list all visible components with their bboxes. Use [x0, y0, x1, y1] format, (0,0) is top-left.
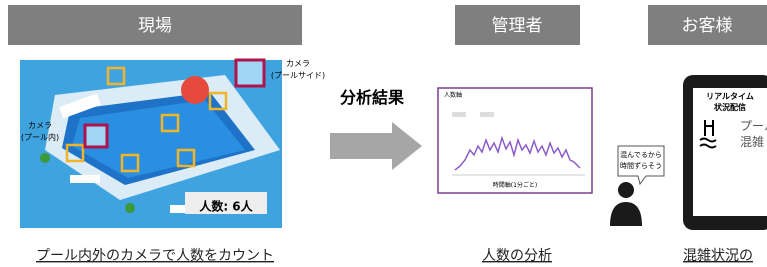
chart-control: [452, 112, 466, 117]
diagram: 現場 管理者 お客様 カメラ (プールサイド) カメラ (プール内) 人数: 6…: [0, 0, 767, 267]
tablet-title: リアルタイム: [706, 91, 754, 101]
camera-label: カメラ: [28, 121, 52, 130]
header: 現場: [138, 16, 172, 36]
camera-label: (プールサイド): [271, 71, 325, 80]
tablet-status: 混雑: [740, 134, 764, 149]
caption: 人数の分析: [482, 248, 552, 264]
header: お客様: [682, 16, 733, 36]
speech-text: 時間ずらそう: [620, 161, 662, 170]
people-count: 人数: 6人: [199, 199, 253, 214]
camera-label: カメラ: [286, 59, 310, 68]
chart-y-label: 人数軸: [444, 91, 462, 99]
caption: プール内外のカメラで人数をカウント: [36, 248, 274, 264]
tablet-title: 状況配信: [714, 102, 746, 112]
speech-text: 混んでるから: [620, 150, 662, 159]
person-icon: [618, 182, 634, 198]
person-icon: [610, 202, 642, 226]
chart-frame: [438, 88, 592, 193]
camera-label: (プール内): [21, 132, 59, 142]
chart-control: [480, 112, 494, 117]
caption: 混雑状況の: [683, 248, 753, 264]
chart-x-label: 時間軸(1分ごと): [493, 181, 538, 189]
tablet-status: プール: [740, 119, 767, 133]
arrow: [330, 122, 422, 170]
arrow-label: 分析結果: [340, 88, 404, 107]
header: 管理者: [492, 16, 543, 36]
